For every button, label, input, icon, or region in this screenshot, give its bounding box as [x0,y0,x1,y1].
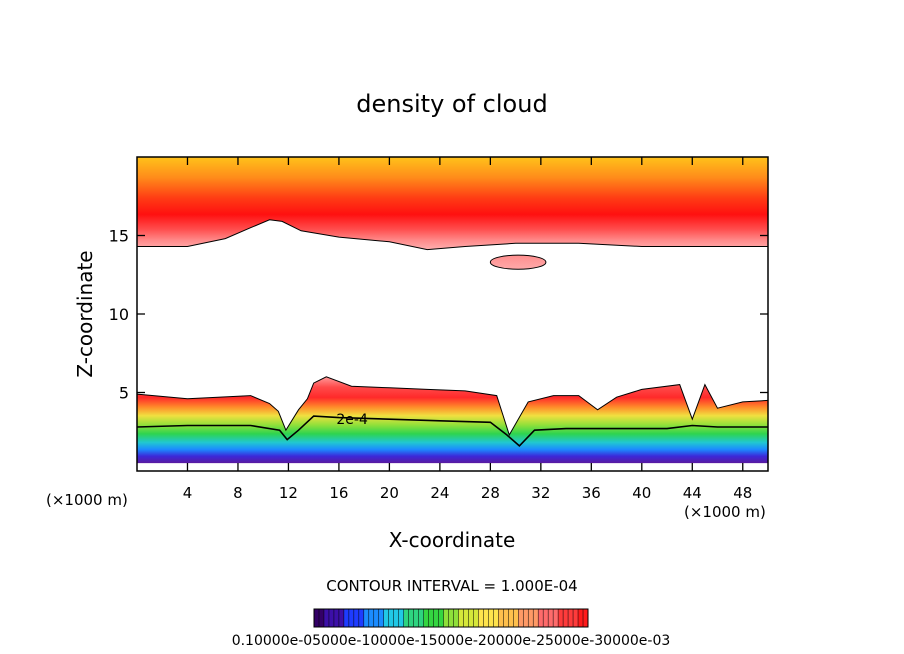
x-tick-label: 16 [329,484,348,502]
contour-label: 2e-4 [336,412,368,428]
y-tick-label: 10 [109,305,129,324]
x-tick-label: 48 [733,484,752,502]
colorbar-swatch [583,609,589,627]
colorbar-swatch [493,609,499,627]
colorbar-swatch [423,609,429,627]
colorbar-swatch [453,609,459,627]
y-axis-ticks: 5 10 15 [109,227,768,403]
colorbar-swatch [488,609,494,627]
colorbar-swatch [533,609,539,627]
x-tick-label: 8 [233,484,243,502]
colorbar-swatch [358,609,365,627]
upper-cloud-layer [137,157,768,250]
contour-2e-4-line [137,415,768,448]
colorbar-swatch [343,609,350,627]
x-tick-label: 44 [683,484,702,502]
colorbar-swatch [558,609,564,627]
colorbar-swatch [538,609,544,627]
colorbar-swatch [418,609,424,627]
colorbar-swatch [573,609,579,627]
x-tick-label: 32 [531,484,550,502]
x-axis-label: X-coordinate [389,528,516,552]
colorbar-swatch [438,609,444,627]
colorbar-swatch [328,609,335,627]
x-axis-ticks: 4 8 12 16 20 24 28 32 36 40 44 48 [183,157,752,502]
colorbar-swatch [463,609,469,627]
colorbar-swatch [458,609,464,627]
colorbar-swatch [483,609,489,627]
colorbar-swatch [398,609,404,627]
x-tick-label: 12 [279,484,298,502]
upper-cloud-edge-contour [137,219,768,251]
colorbar-swatch [388,609,395,627]
x-tick-label: 4 [183,484,193,502]
colorbar-swatch [428,609,434,627]
colorbar-swatch [433,609,439,627]
plot-area [137,157,768,464]
x-tick-label: 40 [632,484,651,502]
colorbar-swatch [318,609,325,627]
contour-interval-text: CONTOUR INTERVAL = 1.000E-04 [326,577,577,595]
colorbar-swatch [523,609,529,627]
colorbar-swatch [513,609,519,627]
chart-title: density of cloud [356,90,547,118]
colorbar-swatch [403,609,409,627]
colorbar-frame [313,608,589,628]
colorbar-swatch [503,609,509,627]
colorbar-swatch [568,609,574,627]
colorbar-swatch [383,609,390,627]
colorbar-swatch [528,609,534,627]
colorbar-swatch [563,609,569,627]
colorbar-swatch [368,609,375,627]
y-tick-label: 5 [119,384,129,403]
colorbar-swatch [323,609,330,627]
y-axis-label: Z-coordinate [73,250,97,377]
lower-cloud-layer [137,376,768,464]
x-tick-label: 28 [481,484,500,502]
colorbar-swatch [373,609,380,627]
colorbar-swatch [543,609,549,627]
colorbar-swatch [553,609,559,627]
colorbar-swatch [348,609,355,627]
y-tick-label: 15 [109,227,129,246]
x-tick-label: 36 [582,484,601,502]
small-cloud-patch [489,254,547,270]
colorbar-swatch [413,609,419,627]
colorbar-swatch [443,609,449,627]
colorbar-swatch [353,609,360,627]
x-tick-label: 20 [380,484,399,502]
colorbar-labels: 0.10000e-05000e-10000e-15000e-20000e-250… [232,633,671,649]
colorbar-swatch [578,609,584,627]
colorbar-swatch [498,609,504,627]
colorbar [313,608,589,628]
colorbar-swatch [478,609,484,627]
colorbar-swatch [473,609,479,627]
colorbar-swatch [393,609,399,627]
colorbar-swatch [548,609,554,627]
colorbar-swatch [468,609,474,627]
colorbar-swatch [338,609,345,627]
colorbar-swatch [314,609,320,627]
lower-cloud-edge-contour [137,376,768,437]
x-unit-label-right: (×1000 m) [684,503,766,521]
x-tick-label: 24 [430,484,449,502]
colorbar-swatch [333,609,340,627]
colorbar-swatch [508,609,514,627]
colorbar-swatch [448,609,454,627]
colorbar-swatch [518,609,524,627]
colorbar-swatch [363,609,370,627]
colorbar-swatch [408,609,414,627]
colorbar-swatch [378,609,385,627]
x-unit-label-left: (×1000 m) [46,491,128,509]
